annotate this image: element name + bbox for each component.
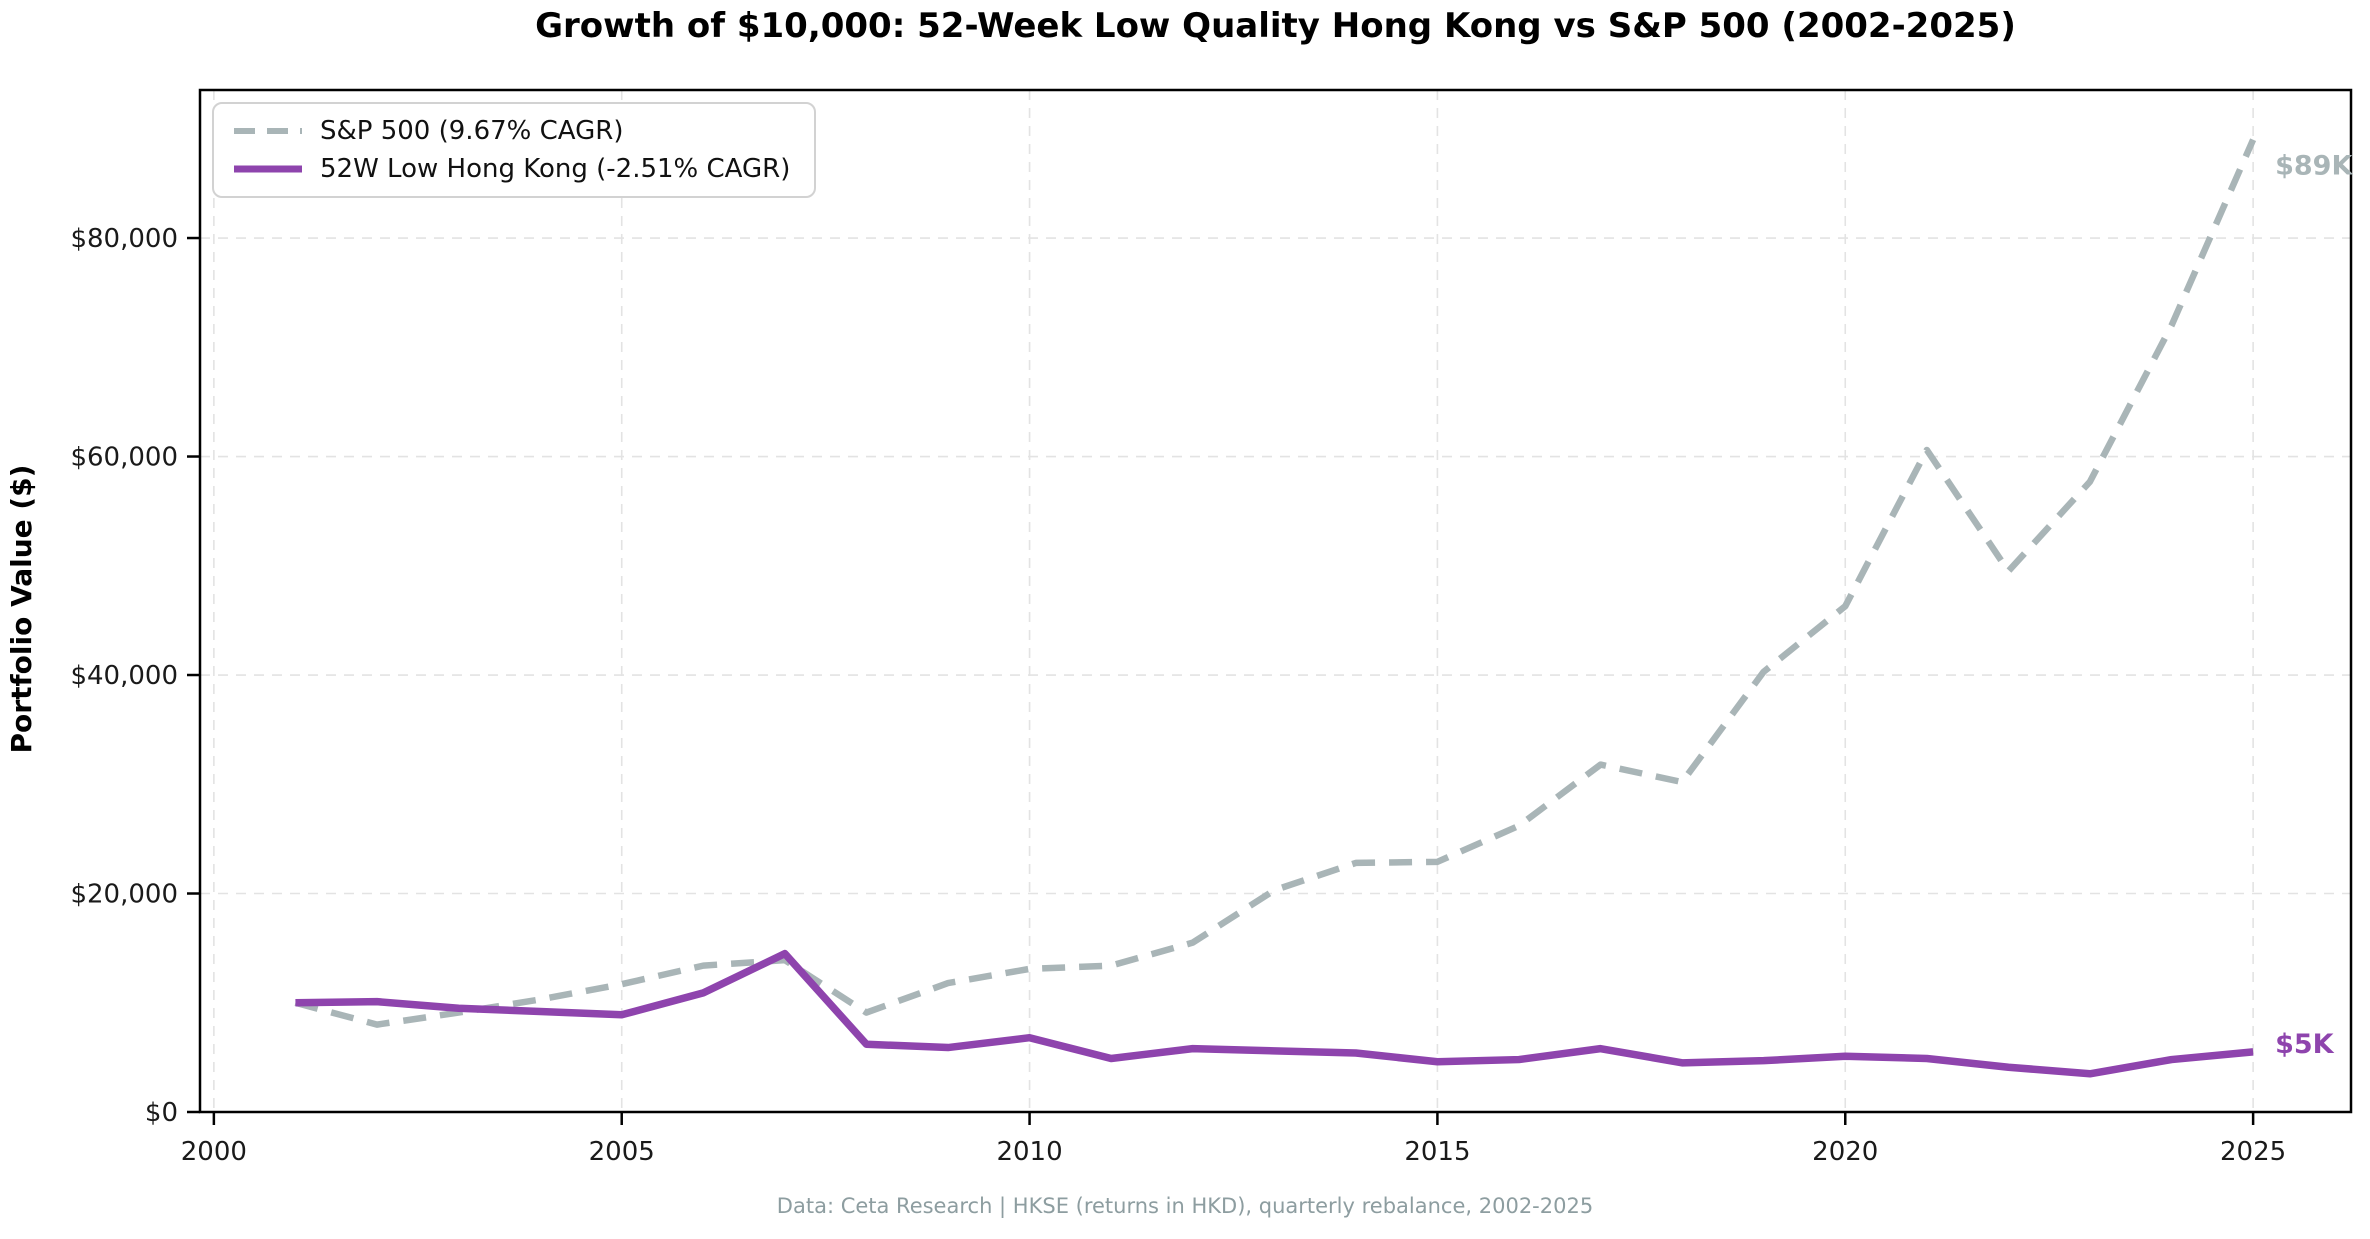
- y-tick-label: $20,000: [70, 880, 178, 910]
- legend-label-sp500: S&P 500 (9.67% CAGR): [320, 116, 624, 146]
- chart-title: Growth of $10,000: 52-Week Low Quality H…: [535, 6, 2016, 46]
- plot-border: [198, 88, 2353, 1114]
- footer-note: Data: Ceta Research | HKSE (returns in H…: [776, 1194, 1594, 1218]
- sp500-line: [294, 138, 2257, 1028]
- end-value-annotation: $89K: [2275, 151, 2353, 182]
- hk-line: [295, 949, 2254, 1078]
- x-tick-label: 2000: [181, 1137, 247, 1167]
- legend-item-hk: 52W Low Hong Kong (-2.51% CAGR): [232, 154, 790, 184]
- x-tick-label: 2010: [996, 1137, 1062, 1167]
- x-tick-label: 2015: [1404, 1137, 1470, 1167]
- solid-line-icon: [234, 165, 302, 173]
- x-tick-label: 2020: [1812, 1137, 1878, 1167]
- legend: S&P 500 (9.67% CAGR) 52W Low Hong Kong (…: [212, 102, 817, 198]
- y-tick-label: $80,000: [70, 224, 178, 254]
- dashed-line-icon: [234, 128, 302, 134]
- y-tick-label: $60,000: [70, 443, 178, 473]
- legend-label-hk: 52W Low Hong Kong (-2.51% CAGR): [320, 154, 791, 184]
- x-tick-label: 2005: [589, 1137, 655, 1167]
- x-tick-label: 2025: [2220, 1137, 2286, 1167]
- y-tick-label: $0: [145, 1098, 178, 1128]
- legend-item-sp500: S&P 500 (9.67% CAGR): [232, 116, 790, 146]
- y-tick-label: $40,000: [70, 661, 178, 691]
- end-value-annotation: $5K: [2275, 1029, 2335, 1060]
